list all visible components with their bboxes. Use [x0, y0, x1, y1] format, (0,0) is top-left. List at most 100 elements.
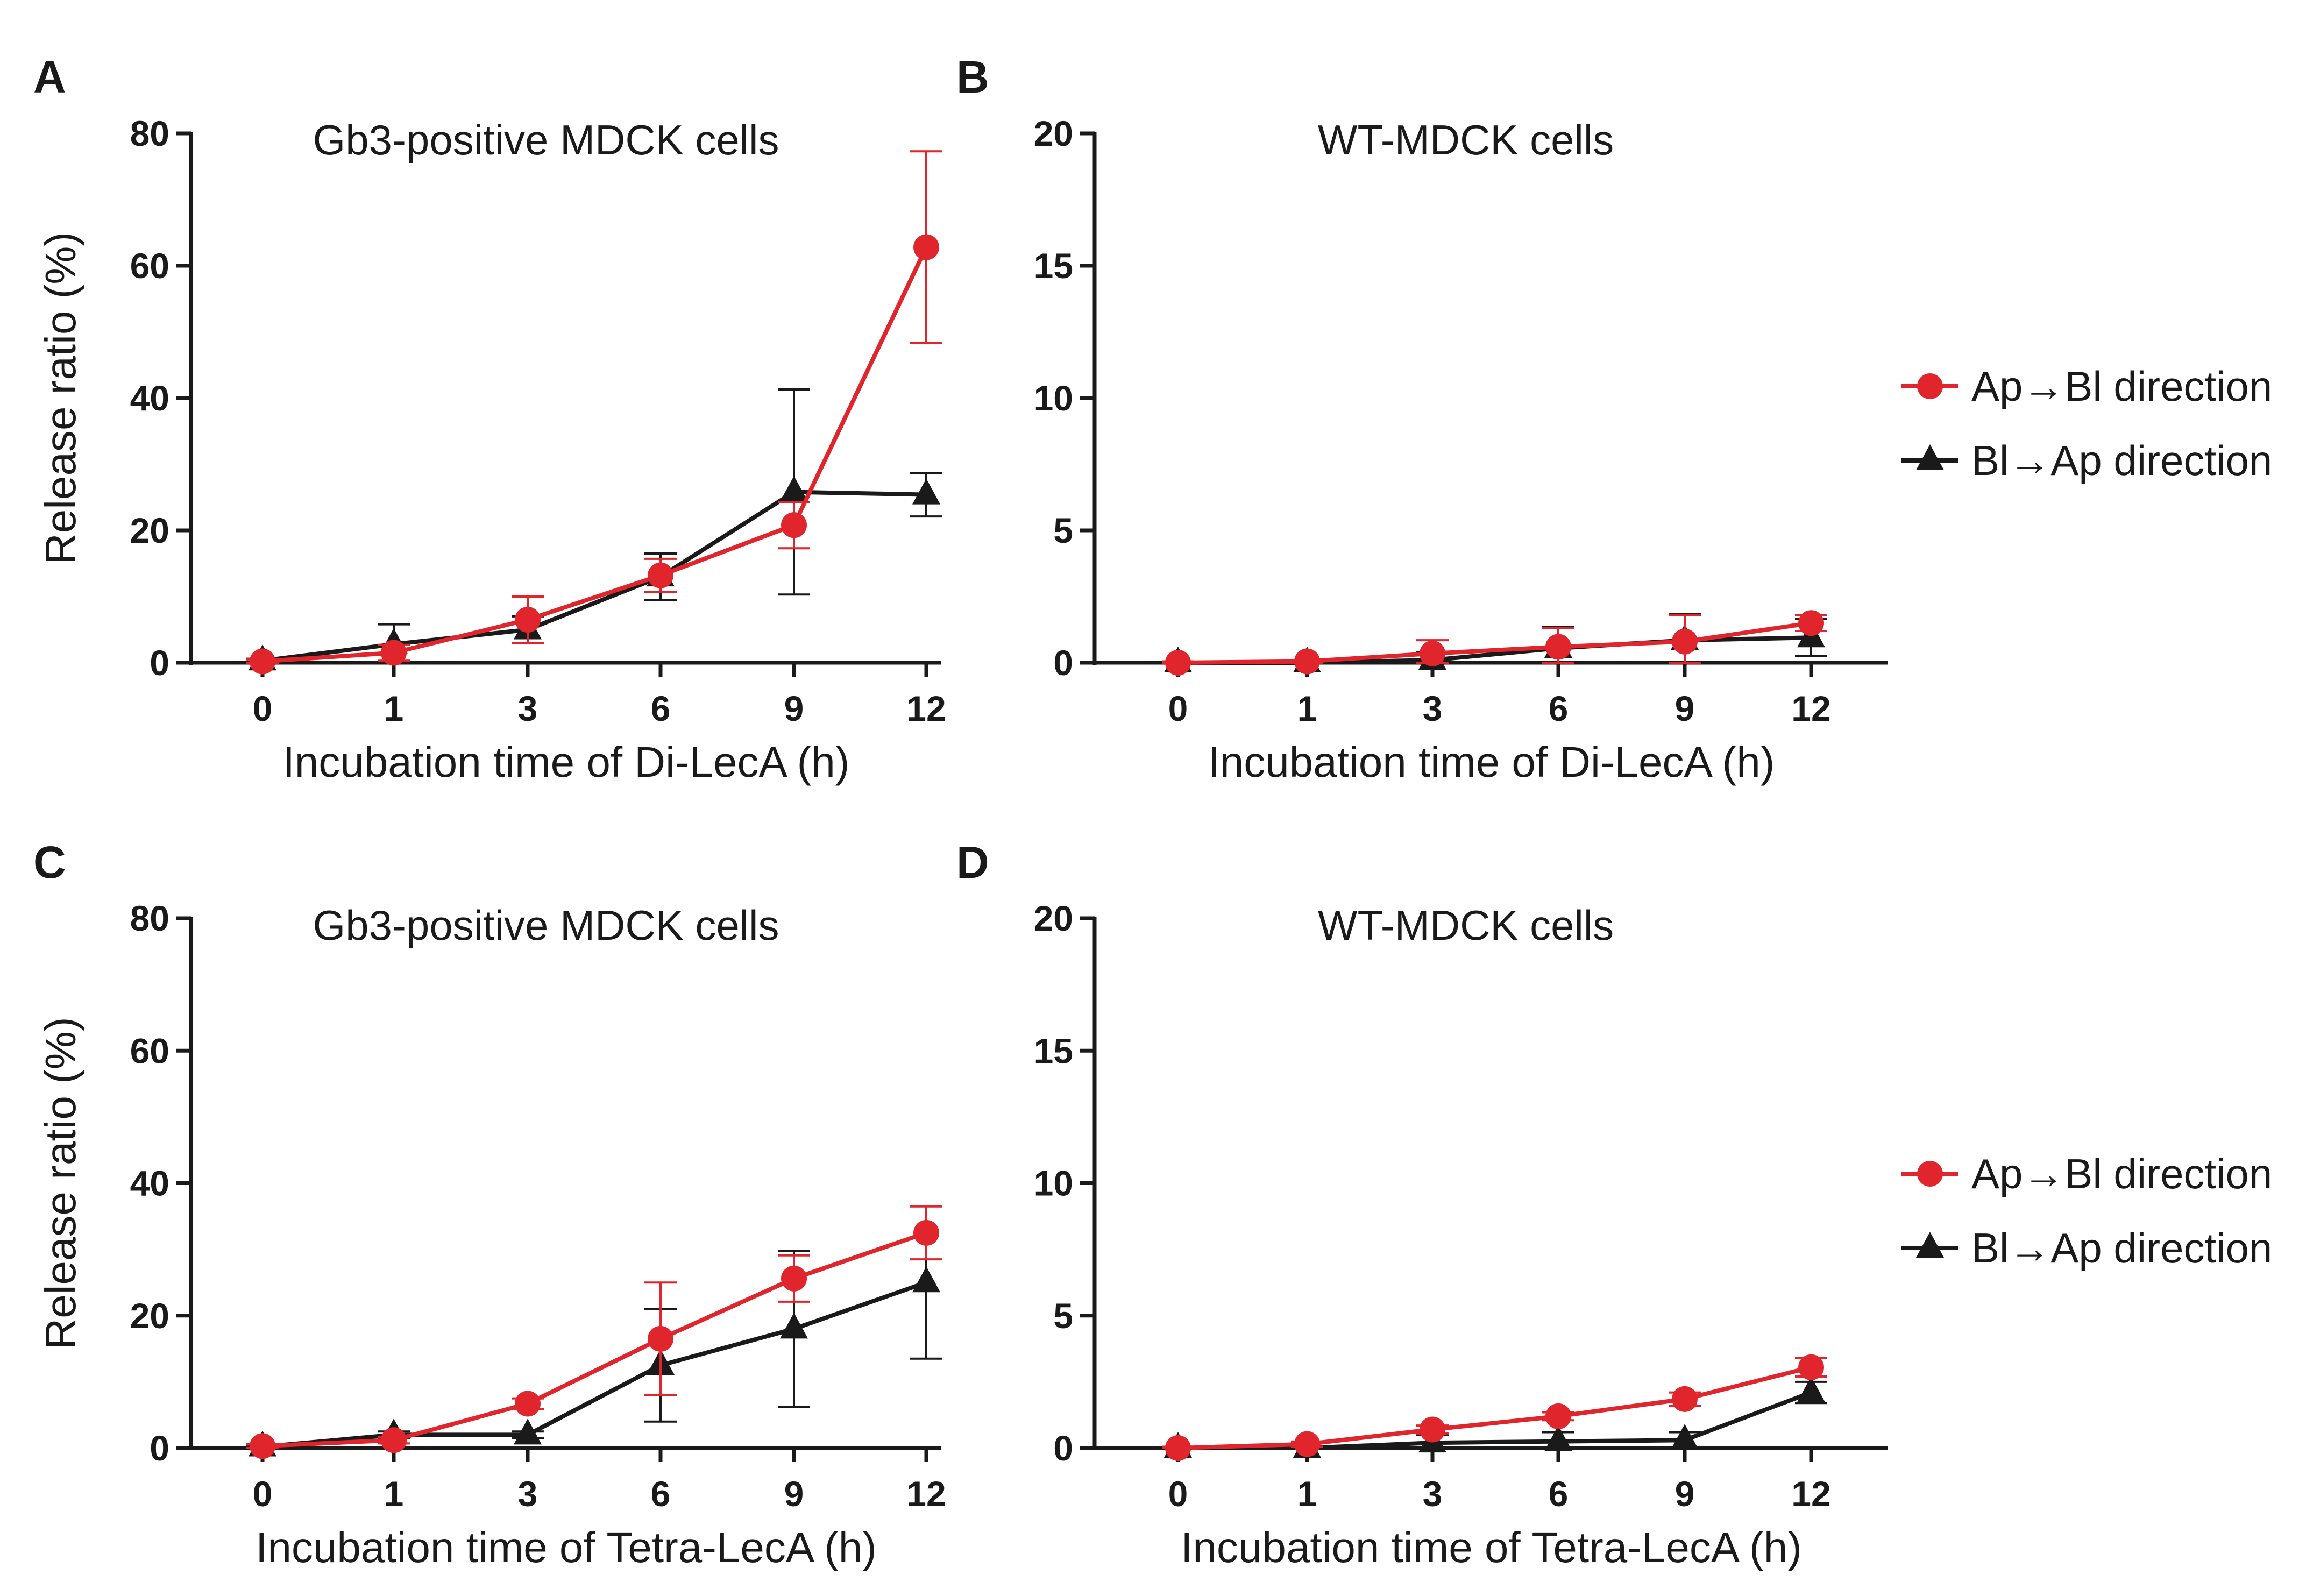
- data-point: [514, 1418, 542, 1445]
- panel-title: Gb3-positive MDCK cells: [313, 116, 779, 164]
- legend-marker: [1917, 1161, 1943, 1187]
- x-axis-label: Incubation time of Tetra-LecA (h): [256, 1523, 877, 1571]
- x-tick-label: 3: [518, 1474, 538, 1514]
- data-point: [1672, 628, 1698, 655]
- series-ap-bl: [1162, 610, 1827, 676]
- y-tick-label: 80: [130, 898, 169, 938]
- x-tick-label: 1: [384, 1474, 404, 1514]
- data-point: [515, 1391, 541, 1417]
- x-tick-label: 6: [651, 1474, 671, 1514]
- legend-label: Ap→Bl direction: [1971, 363, 2272, 410]
- panel-letter: B: [956, 52, 989, 102]
- data-point: [648, 1325, 673, 1352]
- data-point: [1797, 1376, 1825, 1402]
- panel-c: C Gb3-positive MDCK cells 0 20 40 60 80 0 1 3 6 9 12…: [33, 837, 946, 1571]
- x-tick-label: 0: [253, 689, 273, 728]
- x-tick-label: 1: [384, 689, 404, 728]
- legend-marker: [1916, 1232, 1944, 1258]
- y-tick-label: 0: [150, 643, 169, 683]
- y-tick-label: 5: [1053, 1296, 1073, 1336]
- x-axis-label: Incubation time of Tetra-LecA (h): [1181, 1523, 1802, 1571]
- legend-marker: [1916, 444, 1944, 470]
- x-axis-label: Incubation time of Di-LecA (h): [283, 738, 850, 786]
- y-tick-label: 20: [1034, 898, 1073, 938]
- data-point: [913, 234, 939, 260]
- legend-item: Bl→Ap direction: [1901, 437, 2272, 484]
- series-line: [1178, 1390, 1812, 1450]
- data-point: [781, 512, 807, 538]
- data-point: [1294, 648, 1320, 675]
- y-tick-label: 10: [1034, 1164, 1073, 1203]
- panel-title: WT-MDCK cells: [1318, 116, 1614, 164]
- panel-b: B WT-MDCK cells 0 5 10 15 20 0 1 3 6 9 12 Incubation …: [956, 52, 1888, 786]
- data-point: [1671, 1424, 1699, 1450]
- series-ap-bl: [1162, 1354, 1827, 1461]
- data-point: [381, 1427, 407, 1453]
- data-point: [1545, 1403, 1571, 1429]
- data-point: [780, 476, 808, 502]
- legend-marker: [1917, 373, 1943, 399]
- y-tick-label: 40: [130, 1164, 169, 1203]
- data-point: [912, 1266, 940, 1293]
- panel-title: Gb3-positive MDCK cells: [313, 902, 779, 949]
- y-tick-label: 0: [150, 1428, 169, 1468]
- data-point: [250, 1433, 275, 1459]
- panel-letter: C: [33, 837, 66, 888]
- legend-label: Bl→Ap direction: [1971, 1224, 2272, 1272]
- legend-item: Bl→Ap direction: [1901, 1224, 2272, 1272]
- data-point: [1165, 1435, 1191, 1461]
- series-ap-bl: [246, 150, 942, 675]
- x-tick-label: 6: [1549, 689, 1569, 728]
- x-tick-label: 12: [906, 689, 946, 728]
- x-tick-label: 9: [1675, 1474, 1695, 1514]
- x-tick-label: 6: [1549, 1474, 1569, 1514]
- data-point: [780, 1313, 808, 1339]
- data-point: [1165, 650, 1191, 676]
- y-tick-label: 40: [130, 378, 169, 418]
- data-point: [1420, 640, 1445, 666]
- x-tick-label: 3: [1423, 1474, 1443, 1514]
- data-point: [913, 1219, 939, 1246]
- x-tick-label: 9: [784, 1474, 804, 1514]
- series-line: [262, 1231, 927, 1449]
- data-point: [648, 562, 673, 588]
- y-tick-label: 20: [1034, 114, 1073, 153]
- panel-d: D WT-MDCK cells 0 5 10 15 20 0 1 3 6 9 12 Incubation …: [956, 837, 1888, 1571]
- legend-bottom: Ap→Bl direction Bl→Ap direction: [1901, 1150, 2272, 1272]
- y-tick-label: 10: [1034, 378, 1073, 418]
- series-line: [262, 246, 928, 664]
- x-tick-label: 12: [1791, 1474, 1830, 1514]
- panel-letter: A: [33, 52, 66, 102]
- data-point: [381, 640, 407, 666]
- y-tick-label: 20: [130, 1296, 169, 1336]
- data-point: [1545, 634, 1571, 660]
- x-tick-label: 0: [253, 1474, 273, 1514]
- x-tick-label: 1: [1297, 689, 1317, 728]
- legend-label: Bl→Ap direction: [1971, 437, 2272, 484]
- legend-item: Ap→Bl direction: [1901, 1150, 2272, 1197]
- series-line: [1177, 1365, 1812, 1450]
- panel-title: WT-MDCK cells: [1318, 902, 1614, 949]
- legend-item: Ap→Bl direction: [1901, 363, 2272, 410]
- x-tick-label: 0: [1168, 689, 1188, 728]
- series-line: [262, 1280, 927, 1449]
- data-point: [912, 478, 940, 505]
- x-tick-label: 3: [518, 689, 538, 728]
- data-point: [1294, 1431, 1320, 1457]
- x-tick-label: 9: [784, 689, 804, 728]
- x-tick-label: 6: [651, 689, 671, 728]
- series-line: [1177, 621, 1812, 665]
- series-line: [262, 490, 927, 663]
- x-tick-label: 0: [1168, 1474, 1188, 1514]
- y-tick-label: 0: [1053, 643, 1073, 683]
- x-axis-label: Incubation time of Di-LecA (h): [1208, 738, 1775, 786]
- data-point: [250, 648, 275, 675]
- legend-top: Ap→Bl direction Bl→Ap direction: [1901, 363, 2272, 484]
- y-tick-label: 20: [130, 510, 169, 550]
- y-tick-label: 80: [130, 114, 169, 153]
- y-tick-label: 0: [1053, 1428, 1073, 1468]
- panel-a: A Gb3-positive MDCK cells 0 20 40 60 80 0 1 3 6 9 12…: [33, 52, 946, 786]
- data-point: [515, 607, 541, 633]
- y-tick-label: 15: [1034, 246, 1073, 286]
